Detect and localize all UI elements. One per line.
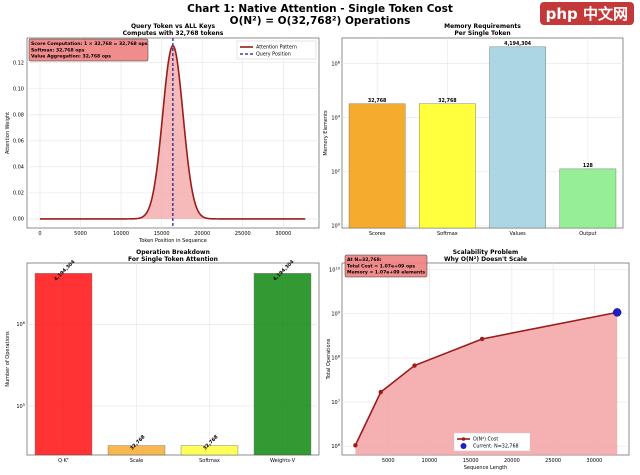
ops-bar	[34, 273, 93, 456]
scale-x-tick-label: 5000	[382, 458, 395, 464]
scale-area-fill	[355, 312, 618, 455]
memory-bar-value-label: 128	[583, 163, 594, 169]
attn-area-fill	[39, 45, 306, 219]
attn-x-tick-label: 0	[38, 231, 41, 237]
memory-subtitle: Per Single Token	[454, 30, 510, 37]
scale-x-tick-label: 10000	[421, 458, 437, 464]
attn-x-axis-label: Token Position in Sequence	[138, 238, 207, 244]
attn-annotation-line: Value Aggregation: 32,768 ops	[31, 54, 111, 60]
attn-y-tick-label: 0.04	[13, 165, 24, 171]
attn-y-tick-label: 0.06	[13, 139, 24, 145]
scale-data-point	[353, 443, 358, 448]
memory-x-tick-label: Values	[509, 231, 526, 237]
ops-subtitle: For Single Token Attention	[128, 256, 218, 263]
scale-y-axis-label: Total Operations	[326, 338, 332, 380]
scale-y-tick-label: 108	[331, 355, 340, 362]
figure-title-line2: O(N²) = O(32,768²) Operations	[230, 15, 411, 27]
memory-bar	[348, 103, 406, 229]
attn-annotation-box	[28, 38, 149, 62]
ops-y-axis-label: Number of Operations	[5, 331, 11, 387]
scale-annotation-box	[344, 254, 428, 278]
memory-y-axis-label: Memory Elements	[323, 110, 329, 156]
attn-x-tick-label: 15000	[154, 231, 170, 237]
ops-x-tick-label: Scale	[130, 458, 143, 464]
ops-title: Operation Breakdown	[136, 249, 210, 256]
scale-current-point	[612, 308, 622, 317]
scale-x-tick-label: 25000	[545, 458, 561, 464]
ops-y-tick-label: 105	[16, 403, 25, 410]
ops-x-tick-label: Weights·V	[270, 458, 296, 464]
attn-x-tick-label: 20000	[194, 231, 210, 237]
scale-data-point	[412, 363, 417, 368]
attn-x-tick-label: 25000	[235, 231, 251, 237]
attn-title: Query Token vs ALL Keys	[131, 23, 216, 30]
attn-subtitle: Computes with 32,768 tokens	[123, 30, 224, 37]
attn-legend-label: Query Position	[256, 52, 291, 58]
attn-y-tick-label: 0.02	[13, 191, 24, 197]
memory-x-tick-label: Softmax	[437, 231, 458, 237]
memory-bar-value-label: 4,194,304	[504, 41, 532, 47]
memory-bar	[489, 46, 546, 229]
ops-bar	[253, 273, 312, 456]
memory-bar-value-label: 32,768	[368, 98, 387, 104]
scale-legend-label: O(N²) Cost	[473, 437, 498, 443]
scale-legend-label: Current: N=32,768	[473, 444, 519, 450]
scale-legend-box	[453, 432, 531, 452]
scale-x-tick-label: 15000	[463, 458, 479, 464]
attn-x-tick-label: 30000	[275, 231, 291, 237]
memory-y-tick-label: 104	[331, 115, 340, 122]
scale-annotation-line: At N=32,768:	[347, 257, 382, 263]
attn-x-tick-label: 5000	[74, 231, 87, 237]
scale-y-tick-label: 109	[331, 311, 340, 318]
memory-bar-value-label: 32,768	[438, 98, 457, 104]
scale-data-point	[378, 389, 383, 395]
attn-x-tick-label: 10000	[113, 231, 129, 237]
memory-x-tick-label: Output	[579, 231, 596, 237]
memory-bar	[559, 168, 617, 229]
scale-annotation-line: Memory = 1.07e+09 elements	[347, 270, 425, 276]
memory-x-tick-label: Scores	[369, 231, 386, 237]
attn-y-tick-label: 0.00	[13, 217, 24, 223]
scale-title: Scalability Problem	[453, 249, 519, 256]
memory-title: Memory Requirements	[444, 23, 521, 30]
attn-y-tick-label: 0.08	[13, 113, 24, 119]
memory-y-tick-label: 106	[331, 60, 340, 67]
scale-subtitle: Why O(N²) Doesn't Scale	[444, 256, 527, 263]
attn-y-tick-label: 0.10	[13, 87, 24, 93]
scale-legend-marker-cost	[461, 437, 466, 441]
ops-y-tick-label: 106	[16, 321, 25, 328]
ops-bar	[107, 445, 166, 456]
memory-bar	[419, 103, 476, 229]
figure-title-line1: Chart 1: Native Attention - Single Token…	[187, 3, 453, 15]
scale-legend-marker-current	[460, 443, 467, 449]
memory-y-tick-label: 100	[331, 223, 340, 230]
attn-annotation-line: Score Computation: 1 × 32,768 = 32,768 o…	[31, 41, 148, 47]
scale-x-tick-label: 30000	[586, 458, 602, 464]
ops-bar	[180, 445, 239, 456]
watermark-logo: php 中文网	[539, 2, 634, 25]
scale-x-tick-label: 20000	[504, 458, 520, 464]
ops-x-tick-label: Q·Kᵀ	[58, 458, 69, 464]
attn-legend-label: Attention Pattern	[256, 45, 297, 51]
attn-annotation-line: Softmax: 32,768 ops	[31, 47, 85, 53]
attn-legend-box	[236, 40, 317, 60]
scale-annotation-line: Total Cost = 1.07e+09 ops	[347, 263, 415, 269]
ops-x-tick-label: Softmax	[199, 458, 220, 464]
scale-data-point	[479, 336, 485, 342]
scale-x-axis-label: Sequence Length	[464, 465, 508, 471]
scale-y-tick-label: 1010	[329, 266, 341, 273]
scale-y-tick-label: 106	[331, 443, 340, 450]
attn-y-tick-label: 0.12	[13, 61, 24, 67]
attn-y-axis-label: Attention Weight	[5, 112, 11, 154]
scale-y-tick-label: 107	[331, 399, 340, 406]
memory-y-tick-label: 102	[331, 169, 340, 176]
